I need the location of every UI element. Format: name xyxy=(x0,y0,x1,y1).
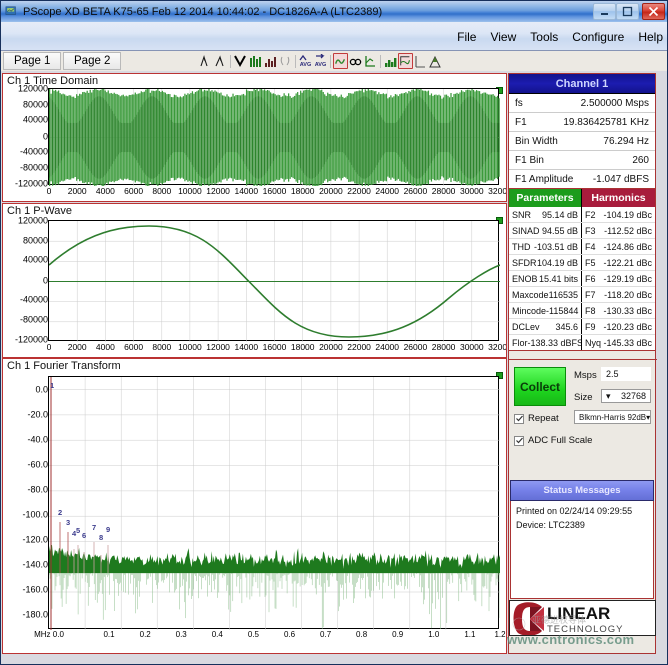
svg-text:2: 2 xyxy=(58,508,62,517)
svg-text:7: 7 xyxy=(92,523,96,532)
svg-text:1: 1 xyxy=(50,381,54,390)
svg-text:9: 9 xyxy=(106,525,110,534)
svg-text:6: 6 xyxy=(82,531,86,540)
svg-text:8: 8 xyxy=(99,533,103,542)
svg-text:5: 5 xyxy=(76,526,80,535)
svg-text:亚德进权导体: 亚德进权导体 xyxy=(532,614,586,625)
svg-text:3: 3 xyxy=(66,518,70,527)
